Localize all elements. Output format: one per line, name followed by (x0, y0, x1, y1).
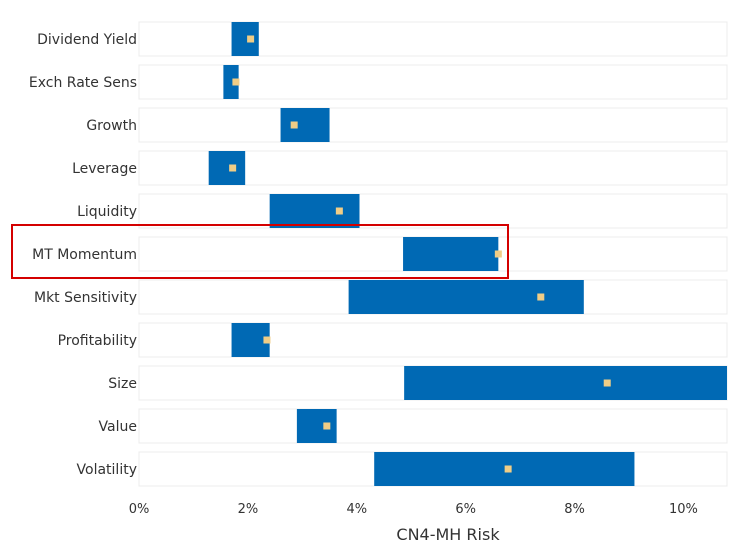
point-marker-value (323, 422, 331, 430)
point-marker-mt-momentum (494, 250, 502, 258)
range-bar-size (404, 366, 727, 400)
point-marker-size (603, 379, 611, 387)
point-markers (229, 35, 611, 473)
category-label-leverage: Leverage (72, 161, 137, 177)
range-bar-leverage (208, 151, 246, 185)
category-label-profitability: Profitability (58, 333, 137, 349)
point-marker-liquidity (335, 207, 343, 215)
range-bar-volatility (374, 452, 635, 486)
x-tick-label: 10% (669, 502, 698, 517)
x-tick-label: 4% (346, 502, 367, 517)
highlight-box-layer (11, 224, 509, 279)
x-tick-label: 6% (455, 502, 476, 517)
x-tick-label: 8% (564, 502, 585, 517)
category-labels: Dividend Yield Exch Rate Sens Growth Levera… (29, 32, 137, 478)
category-label-dividend-yield: Dividend Yield (37, 32, 137, 48)
category-label-mkt-sensitivity: Mkt Sensitivity (34, 290, 137, 306)
row-background-value (138, 408, 728, 444)
category-label-exch-rate-sens: Exch Rate Sens (29, 75, 137, 91)
category-label-liquidity: Liquidity (77, 204, 137, 220)
x-tick-label: 2% (238, 502, 259, 517)
row-background-growth (138, 107, 728, 143)
row-background-dividend-yield (138, 21, 728, 57)
range-bar-exch-rate-sens (223, 65, 239, 99)
point-marker-profitability (263, 336, 271, 344)
highlight-box (11, 224, 509, 279)
category-label-volatility: Volatility (77, 462, 137, 478)
range-bars (208, 22, 727, 486)
x-tick-label: 0% (129, 502, 150, 517)
point-marker-volatility (504, 465, 512, 473)
range-bar-liquidity (269, 194, 360, 228)
point-marker-exch-rate-sens (232, 78, 240, 86)
x-axis-title: CN4-MH Risk (396, 525, 500, 544)
category-label-mt-momentum: MT Momentum (32, 247, 137, 263)
point-marker-mkt-sensitivity (537, 293, 545, 301)
range-bar-dividend-yield (231, 22, 259, 56)
row-background-liquidity (138, 193, 728, 229)
point-marker-dividend-yield (247, 35, 255, 43)
range-bar-value (296, 409, 337, 443)
point-marker-leverage (229, 164, 237, 172)
range-bar-mt-momentum (403, 237, 499, 271)
range-bar-mkt-sensitivity (348, 280, 584, 314)
range-bar-profitability (231, 323, 270, 357)
point-marker-growth (290, 121, 298, 129)
range-bar-growth (280, 108, 330, 142)
category-label-value: Value (99, 419, 137, 435)
x-axis-tick-labels: 0% 2% 4% 6% 8% 10% (129, 502, 698, 517)
category-label-growth: Growth (86, 118, 137, 134)
category-label-size: Size (108, 376, 137, 392)
row-background-profitability (138, 322, 728, 358)
